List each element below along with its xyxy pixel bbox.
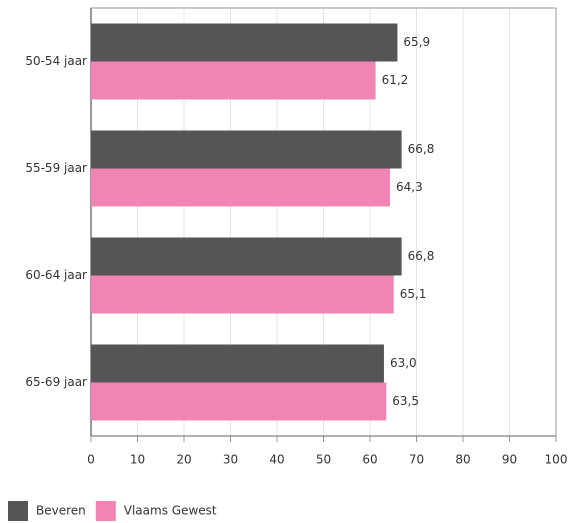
bar [91,237,402,276]
x-tick-label: 0 [87,453,95,467]
x-tick-label: 90 [502,453,517,467]
legend-swatch [95,501,116,521]
legend-swatch [8,501,28,521]
value-label: 66,8 [408,142,435,156]
x-tick-label: 70 [409,453,424,467]
y-tick-label: 60-64 jaar [25,268,87,282]
x-tick-label: 20 [176,453,191,467]
legend-label: Vlaams Gewest [124,504,217,518]
y-tick-label: 65-69 jaar [25,375,87,389]
x-tick-label: 60 [362,453,377,467]
x-tick-label: 50 [316,453,331,467]
value-label: 66,8 [408,249,435,263]
value-label: 63,0 [390,356,417,370]
value-label: 65,9 [403,35,430,49]
bar [91,23,398,62]
x-tick-label: 100 [545,453,568,467]
value-label: 65,1 [400,287,427,301]
legend-label: Beveren [36,504,86,518]
bar [91,275,394,314]
bar [91,130,402,169]
bar [91,382,387,421]
value-label: 61,2 [382,73,409,87]
x-tick-label: 10 [130,453,145,467]
bar [91,61,376,100]
x-tick-label: 80 [455,453,470,467]
y-tick-label: 55-59 jaar [25,161,87,175]
x-tick-label: 30 [223,453,238,467]
y-tick-label: 50-54 jaar [25,54,87,68]
value-label: 63,5 [392,394,419,408]
value-label: 64,3 [396,180,423,194]
bar [91,168,390,207]
bar [91,344,384,383]
x-tick-label: 40 [269,453,284,467]
